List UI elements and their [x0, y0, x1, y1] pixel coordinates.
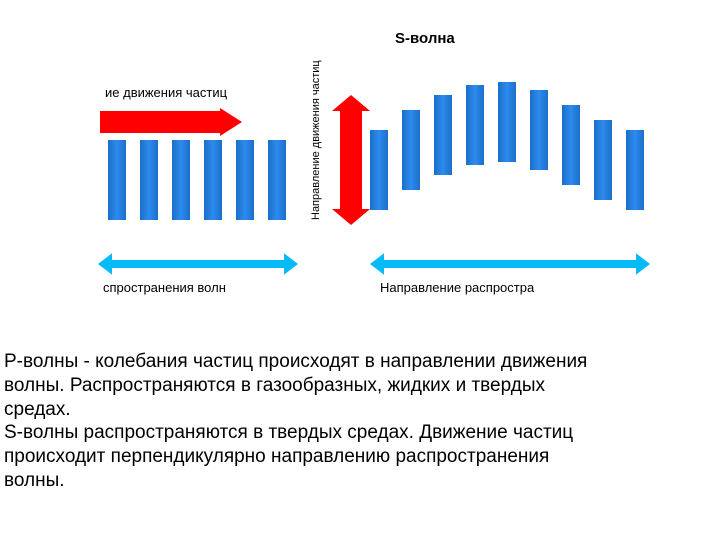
- p-wave-bar: [268, 140, 286, 220]
- s-wave-bar: [370, 130, 388, 210]
- s-wave-title: S-волна: [395, 30, 455, 47]
- p-wave-bar: [108, 140, 126, 220]
- s-propagation-arrow: [370, 253, 650, 275]
- s-wave-bar: [498, 82, 516, 162]
- s-wave-bar: [594, 120, 612, 200]
- p-wave-bar: [140, 140, 158, 220]
- s-direction-arrow: [332, 95, 370, 225]
- p-wave-bar: [172, 140, 190, 220]
- p-propagation-arrow: [98, 253, 298, 275]
- p-wave-bar: [236, 140, 254, 220]
- s-wave-bar: [626, 130, 644, 210]
- s-wave-bar: [434, 95, 452, 175]
- s-wave-bar: [562, 105, 580, 185]
- s-wave-bar: [402, 110, 420, 190]
- diagram-area: S-волна ие движения частиц Направление д…: [0, 0, 720, 330]
- s-particle-motion-label: Направление движения частиц: [310, 30, 322, 220]
- p-particle-motion-label: ие движения частиц: [105, 85, 227, 100]
- p-propagation-label: спространения волн: [103, 280, 226, 295]
- p-wave-bar: [204, 140, 222, 220]
- p-direction-arrow: [100, 108, 250, 140]
- s-wave-bar: [530, 90, 548, 170]
- s-propagation-label: Направление распростра: [380, 280, 534, 295]
- s-wave-bar: [466, 85, 484, 165]
- description-text: Р-волны - колебания частиц происходят в …: [4, 350, 716, 493]
